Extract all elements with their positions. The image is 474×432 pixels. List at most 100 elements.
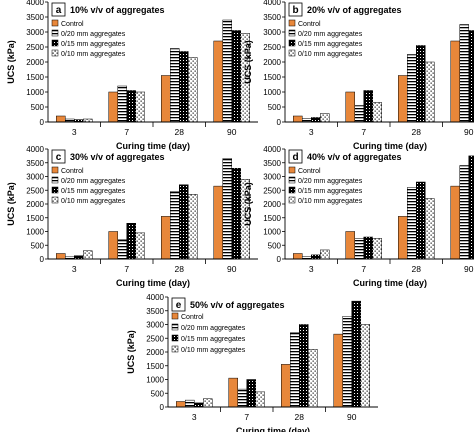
legend-swatch-3	[288, 39, 296, 47]
y-tick-label: 0	[277, 255, 282, 264]
bar-3-series-1	[293, 253, 303, 260]
y-tick-label: 2500	[263, 186, 281, 195]
legend-label: 0/20 mm aggregates	[61, 178, 126, 185]
y-tick-label: 2500	[26, 186, 44, 195]
y-tick-label: 2000	[26, 200, 44, 209]
bar-3-series-2	[302, 118, 312, 123]
bar-90-series-2	[222, 158, 232, 260]
bar-90-series-1	[450, 40, 460, 123]
y-tick-label: 4000	[263, 0, 281, 7]
legend-label: 0/15 mm aggregates	[298, 188, 363, 195]
bar-28-series-2	[170, 191, 180, 260]
legend-label: Control	[298, 168, 321, 175]
panel-label-box	[288, 149, 303, 164]
bar-3-series-3	[311, 117, 321, 123]
y-tick-label: 4000	[146, 293, 164, 302]
legend-swatch-2	[171, 323, 179, 331]
y-tick-label: 1000	[26, 228, 44, 237]
y-tick-label: 500	[31, 241, 45, 250]
legend-label: Control	[181, 314, 204, 321]
bar-7-series-3	[126, 90, 136, 123]
y-axis-label: UCS (kPa)	[6, 40, 16, 84]
y-tick-label: 500	[31, 103, 45, 112]
bar-90-series-2	[222, 19, 232, 123]
y-tick-label: 2000	[146, 348, 164, 357]
y-axis-label: UCS (kPa)	[243, 40, 253, 84]
bar-90-series-2	[459, 24, 469, 123]
x-tick-label: 7	[361, 127, 366, 137]
bar-90-series-3	[231, 168, 241, 260]
bar-28-series-2	[290, 332, 300, 408]
panel-label: c	[56, 152, 62, 163]
bar-90-series-3	[231, 30, 241, 123]
bar-7-series-2	[354, 105, 364, 123]
bar-7-series-4	[372, 238, 382, 260]
x-axis-label: Curing time (day)	[353, 278, 427, 288]
legend-swatch-3	[51, 39, 59, 47]
chart-panel-c: UCS (kPa) 0 500 1000 1500 2000 2500 3000 3500 400…	[6, 145, 258, 288]
y-tick-label: 3500	[263, 13, 281, 22]
y-tick-label: 1500	[26, 73, 44, 82]
y-tick-label: 0	[40, 255, 45, 264]
x-tick-label: 7	[124, 127, 129, 137]
y-tick-label: 0	[160, 403, 165, 412]
legend-swatch-1	[51, 166, 59, 174]
bar-28-series-3	[299, 324, 309, 408]
chart-title: 40% v/v of aggregates	[307, 152, 402, 162]
panel-label: b	[292, 5, 298, 16]
panel-label: a	[56, 5, 62, 16]
y-tick-label: 2000	[26, 58, 44, 67]
bar-3-series-1	[293, 115, 303, 123]
y-tick-label: 2500	[263, 43, 281, 52]
bar-7-series-2	[354, 238, 364, 260]
bar-3-series-3	[194, 402, 204, 408]
bar-7-series-1	[228, 377, 238, 408]
bar-28-series-4	[425, 61, 435, 123]
x-tick-label: 90	[464, 264, 474, 274]
legend-swatch-4	[51, 196, 59, 204]
bar-7-series-1	[108, 91, 118, 123]
chart-title: 50% v/v of aggregates	[190, 300, 285, 310]
y-tick-label: 500	[268, 103, 282, 112]
bar-28-series-1	[398, 75, 408, 123]
bar-28-series-1	[161, 216, 171, 260]
y-tick-label: 500	[268, 241, 282, 250]
x-tick-label: 7	[124, 264, 129, 274]
legend-swatch-3	[288, 186, 296, 194]
bar-28-series-1	[281, 364, 291, 408]
bar-28-series-2	[170, 48, 180, 123]
legend-label: Control	[61, 168, 84, 175]
legend-swatch-3	[171, 334, 179, 342]
legend-swatch-4	[171, 345, 179, 353]
y-axis-label: UCS (kPa)	[243, 182, 253, 226]
x-tick-label: 28	[412, 127, 422, 137]
x-tick-label: 28	[175, 127, 185, 137]
bar-7-series-1	[345, 231, 355, 260]
panel-label-box	[51, 149, 66, 164]
legend-label: 0/10 mm aggregates	[298, 51, 363, 58]
bar-7-series-4	[135, 232, 145, 260]
x-axis-label: Curing time (day)	[116, 278, 190, 288]
x-tick-label: 3	[72, 127, 77, 137]
legend-swatch-1	[288, 166, 296, 174]
bar-3-series-4	[320, 249, 330, 260]
bar-28-series-4	[188, 57, 198, 123]
bar-7-series-1	[345, 91, 355, 123]
y-tick-label: 3000	[146, 321, 164, 330]
x-axis-label: Curing time (day)	[236, 426, 310, 432]
legend-label: Control	[298, 21, 321, 28]
legend-label: 0/20 mm aggregates	[298, 31, 363, 38]
legend-label: 0/15 mm aggregates	[61, 41, 126, 48]
legend-label: 0/10 mm aggregates	[61, 51, 126, 58]
legend-label: Control	[61, 21, 84, 28]
legend-swatch-2	[288, 29, 296, 37]
y-tick-label: 3000	[26, 28, 44, 37]
y-tick-label: 1500	[26, 214, 44, 223]
legend-swatch-1	[51, 19, 59, 27]
legend-label: 0/10 mm aggregates	[298, 198, 363, 205]
bar-90-series-3	[351, 300, 361, 408]
bar-90-series-2	[459, 165, 469, 260]
legend-swatch-4	[288, 49, 296, 57]
y-tick-label: 4000	[26, 145, 44, 154]
